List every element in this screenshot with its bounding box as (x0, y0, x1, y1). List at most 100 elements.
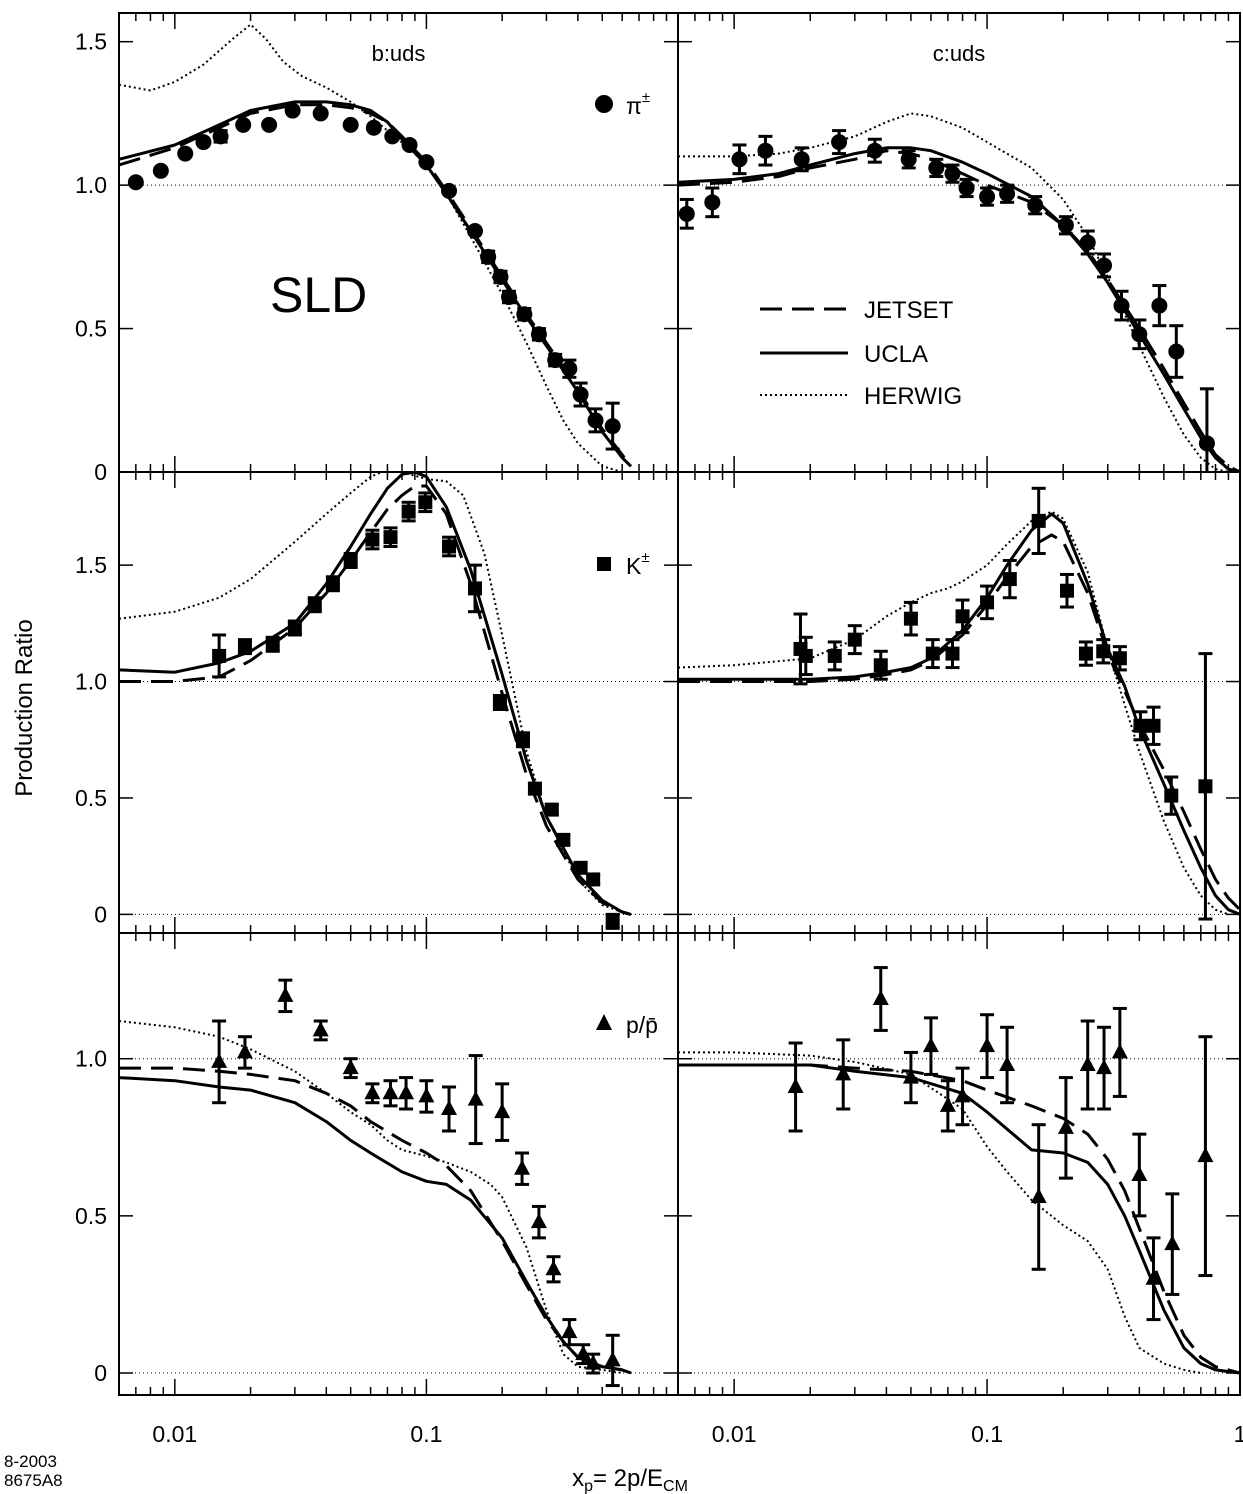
data-point (1131, 318, 1148, 351)
data-marker-circle (384, 128, 401, 145)
data-marker-triangle (467, 1090, 484, 1106)
y-tick-label: 1.5 (75, 29, 107, 55)
data-marker-square (383, 530, 398, 545)
footer-code: 8675A8 (4, 1471, 63, 1490)
data-marker-square (1112, 651, 1127, 666)
panel-frame (677, 471, 1241, 934)
data-marker-square (212, 648, 227, 663)
data-point (261, 116, 278, 133)
data-marker-circle (235, 116, 252, 133)
data-marker-square (798, 648, 813, 663)
data-point (757, 134, 774, 167)
data-marker-square (827, 648, 842, 663)
data-marker-circle (401, 136, 418, 153)
data-marker-square (343, 553, 358, 568)
data-point (307, 596, 322, 614)
curve-herwig (678, 1051, 1201, 1374)
data-marker-square (492, 695, 507, 710)
data-marker-square (401, 504, 416, 519)
data-point (342, 116, 359, 133)
data-marker-triangle (604, 1351, 621, 1367)
data-point (1146, 705, 1161, 746)
data-marker-circle (1113, 297, 1130, 314)
data-marker-triangle (872, 990, 889, 1005)
data-marker-triangle (939, 1096, 956, 1112)
data-point (831, 129, 848, 156)
data-point (1112, 645, 1127, 672)
data-point (1113, 289, 1130, 322)
data-point (441, 182, 458, 199)
data-marker-square (1198, 779, 1213, 794)
data-point (556, 832, 571, 847)
data-marker-square (873, 658, 888, 673)
data-marker-square (903, 611, 918, 626)
data-point (277, 978, 294, 1014)
panels-layer: b:uds 0 0.5 1.0 1.5 π± c:uds 0 0.5 1.0 1.5 K± 0 0.5 1.… (75, 12, 1241, 1396)
data-point (177, 145, 194, 162)
species-label-K: K± (597, 549, 650, 579)
data-point (979, 1013, 996, 1080)
data-point (364, 1082, 381, 1105)
data-point (573, 860, 588, 875)
data-marker-square (586, 872, 601, 887)
data-point (922, 1016, 939, 1076)
data-marker-square (556, 832, 571, 847)
data-marker-circle (1079, 234, 1096, 251)
data-marker-circle (1131, 326, 1148, 343)
curve-herwig (119, 23, 623, 472)
data-marker-triangle (922, 1037, 939, 1053)
axes-labels: 0.01 0.1 0.01 0.1 1 (152, 1421, 1243, 1447)
data-point (401, 136, 418, 153)
data-marker-square (265, 637, 280, 652)
data-point (501, 289, 518, 306)
data-point (1059, 572, 1074, 609)
data-marker-square (955, 609, 970, 624)
data-marker-circle (547, 352, 564, 369)
data-marker-circle (177, 145, 194, 162)
data-marker-triangle (398, 1084, 415, 1100)
y-tick-label: 1.5 (75, 552, 107, 578)
data-marker-circle (678, 205, 695, 222)
data-marker-triangle (999, 1056, 1016, 1071)
data-marker-square (467, 581, 482, 596)
x-tick-label: 0.01 (152, 1421, 197, 1447)
data-point (1198, 652, 1213, 921)
data-marker-square (945, 646, 960, 661)
data-point (480, 248, 497, 265)
data-point (1131, 1132, 1148, 1218)
data-point (835, 1038, 852, 1111)
data-marker-circle (195, 134, 212, 151)
data-marker-circle (492, 268, 509, 285)
data-marker-square (365, 532, 380, 547)
y-tick-label: 0 (94, 901, 107, 927)
panel-frame (118, 12, 679, 473)
data-point (418, 154, 435, 171)
data-point (954, 1066, 971, 1127)
curve-ucla (119, 472, 632, 916)
data-point (979, 186, 996, 207)
data-marker-square (925, 646, 940, 661)
data-point (383, 526, 398, 549)
data-point (441, 1085, 458, 1133)
data-point (980, 584, 995, 621)
data-point (561, 358, 578, 379)
data-point (945, 638, 960, 670)
data-point (418, 1079, 435, 1114)
data-marker-circle (284, 102, 301, 119)
legend-jetset-label: JETSET (864, 297, 954, 324)
species-label-text: p/p̄ (626, 1012, 658, 1038)
figure-footer: 8-2003 8675A8 (4, 1452, 63, 1490)
data-marker-triangle (441, 1100, 458, 1115)
data-point (999, 183, 1016, 204)
data-point (382, 1079, 399, 1108)
data-marker-square (573, 860, 588, 875)
data-marker-square (980, 595, 995, 610)
data-point (1133, 710, 1148, 742)
legend: JETSET UCLA HERWIG (760, 297, 962, 410)
data-marker-triangle (514, 1159, 531, 1175)
data-point (572, 381, 589, 408)
y-tick-label: 0.5 (75, 1203, 107, 1229)
curve-ucla (119, 1076, 632, 1375)
species-marker-icon (597, 557, 611, 571)
species-label-text: π± (626, 89, 650, 119)
